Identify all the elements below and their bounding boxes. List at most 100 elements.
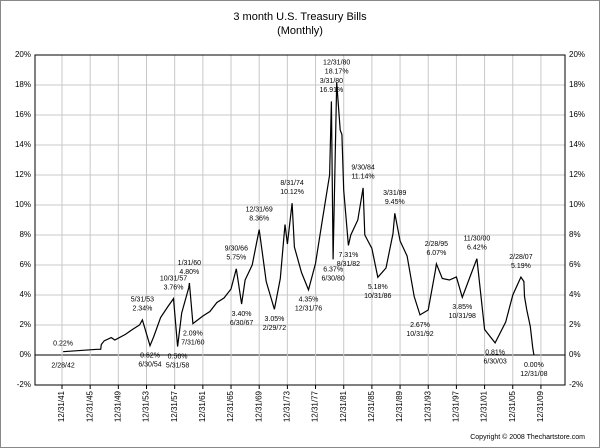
annotation-date: 6/30/67 [230, 320, 253, 327]
y-tick-label: -2% [17, 380, 31, 389]
y-tick-label: 4% [19, 290, 31, 299]
annotation-date: 9/30/66 [225, 246, 248, 253]
annotation-value: 18.17% [325, 68, 349, 75]
y-tick-label: 18% [15, 80, 31, 89]
x-tick-label: 12/31/01 [480, 390, 489, 422]
x-tick-label: 12/31/93 [423, 390, 432, 422]
annotation-value: 16.91% [320, 87, 344, 94]
x-tick-label: 12/31/89 [395, 390, 404, 422]
annotation-date: 2/29/72 [263, 325, 286, 332]
x-tick-label: 12/31/61 [198, 390, 207, 422]
annotation-value: 9.45% [385, 199, 405, 206]
annotation-date: 9/30/84 [351, 165, 374, 172]
y-tick-label: 8% [19, 230, 31, 239]
annotation-value: 4.80% [179, 269, 199, 276]
y-tick-label: 10% [15, 200, 31, 209]
y2-tick-label: 18% [569, 80, 585, 89]
annotation-value: 0.00% [524, 362, 544, 369]
annotation-date: 6/30/54 [138, 362, 161, 369]
annotation-value: 6.42% [467, 245, 487, 252]
annotation-value: 3.85% [452, 304, 472, 311]
annotation-value: 5.19% [511, 263, 531, 270]
x-tick-label: 12/31/81 [339, 390, 348, 422]
annotation-value: 11.14% [351, 174, 374, 181]
annotation-value: 2.67% [410, 322, 430, 329]
annotation-date: 5/31/53 [131, 297, 154, 304]
y2-tick-label: 10% [569, 200, 585, 209]
y-tick-label: 6% [19, 260, 31, 269]
annotation-date: 10/31/98 [449, 313, 476, 320]
y2-tick-label: 6% [569, 260, 581, 269]
x-tick-label: 12/31/05 [508, 390, 517, 422]
annotation-value: 7.31% [338, 252, 358, 259]
plot-border [34, 54, 566, 386]
x-tick-label: 12/31/45 [85, 390, 94, 422]
chart-title: 3 month U.S. Treasury Bills [233, 11, 367, 23]
annotation-value: 6.37% [323, 266, 343, 273]
y-tick-label: 16% [15, 110, 31, 119]
annotation-date: 2/28/07 [509, 254, 532, 261]
annotation-value: 6.07% [426, 250, 446, 257]
annotation-date: 6/30/80 [321, 275, 344, 282]
annotation-value: 2.09% [183, 330, 203, 337]
x-tick-label: 12/31/85 [367, 390, 376, 422]
annotation-date: 10/31/57 [160, 275, 187, 282]
y-tick-label: 20% [15, 50, 31, 59]
x-tick-label: 12/31/65 [226, 390, 235, 422]
annotation-value: 3.40% [232, 311, 252, 318]
annotation-date: 11/30/00 [464, 236, 491, 243]
annotation-date: 1/31/60 [178, 260, 201, 267]
x-tick-label: 12/31/57 [170, 390, 179, 422]
annotation-date: 12/31/08 [520, 371, 547, 378]
x-tick-label: 12/31/53 [142, 390, 151, 422]
line [63, 82, 535, 356]
y2-tick-label: 0% [569, 350, 581, 359]
x-tick-label: 12/31/77 [311, 390, 320, 422]
chart-subtitle: (Monthly) [277, 25, 323, 37]
x-tick-label: 12/31/49 [113, 390, 122, 422]
y2-tick-label: 4% [569, 290, 581, 299]
y-tick-label: 14% [15, 140, 31, 149]
annotation-value: 2.34% [132, 306, 152, 313]
x-tick-label: 12/31/73 [282, 390, 291, 422]
annotation-value: 10.12% [280, 189, 304, 196]
annotation-date: 8/31/82 [337, 261, 360, 268]
annotation-value: 0.62% [140, 353, 160, 360]
annotation-date: 12/31/76 [295, 306, 322, 313]
annotation-value: 3.05% [264, 316, 284, 323]
annotation-value: 0.81% [485, 350, 505, 357]
plot-area [34, 54, 566, 386]
annotation-value: 3.76% [164, 284, 184, 291]
annotation-value: 5.18% [368, 284, 388, 291]
y2-tick-label: 12% [569, 170, 585, 179]
y2-tick-label: 14% [569, 140, 585, 149]
y2-tick-label: -2% [569, 380, 583, 389]
annotation-date: 3/31/89 [383, 190, 406, 197]
annotation-date: 3/31/80 [320, 78, 343, 85]
annotation-value: 8.36% [249, 215, 269, 222]
x-tick-label: 12/31/41 [57, 390, 66, 422]
y2-tick-label: 2% [569, 320, 581, 329]
copyright: Copyright © 2008 Thechartstore.com [470, 433, 585, 441]
annotation-date: 2/28/95 [425, 241, 448, 248]
annotation-date: 12/31/80 [323, 59, 350, 66]
y2-tick-label: 8% [569, 230, 581, 239]
annotation-date: 7/31/60 [181, 339, 204, 346]
x-tick-label: 12/31/69 [254, 390, 263, 422]
annotation-date: 5/31/58 [166, 362, 189, 369]
annotation-date: 8/31/74 [280, 180, 303, 187]
annotation-date: 10/31/92 [406, 331, 433, 338]
y2-tick-label: 20% [569, 50, 585, 59]
annotation-date: 2/28/42 [51, 363, 74, 370]
annotation-value: 0.56% [168, 353, 188, 360]
annotation-date: 10/31/86 [364, 293, 391, 300]
y-tick-label: 12% [15, 170, 31, 179]
y2-tick-label: 16% [569, 110, 585, 119]
annotation-date: 12/31/69 [246, 206, 273, 213]
annotation-date: 6/30/03 [483, 359, 506, 366]
annotation-value: 4.35% [299, 297, 319, 304]
y-tick-label: 2% [19, 320, 31, 329]
annotation-value: 5.75% [226, 255, 246, 262]
y-tick-label: 0% [19, 350, 31, 359]
